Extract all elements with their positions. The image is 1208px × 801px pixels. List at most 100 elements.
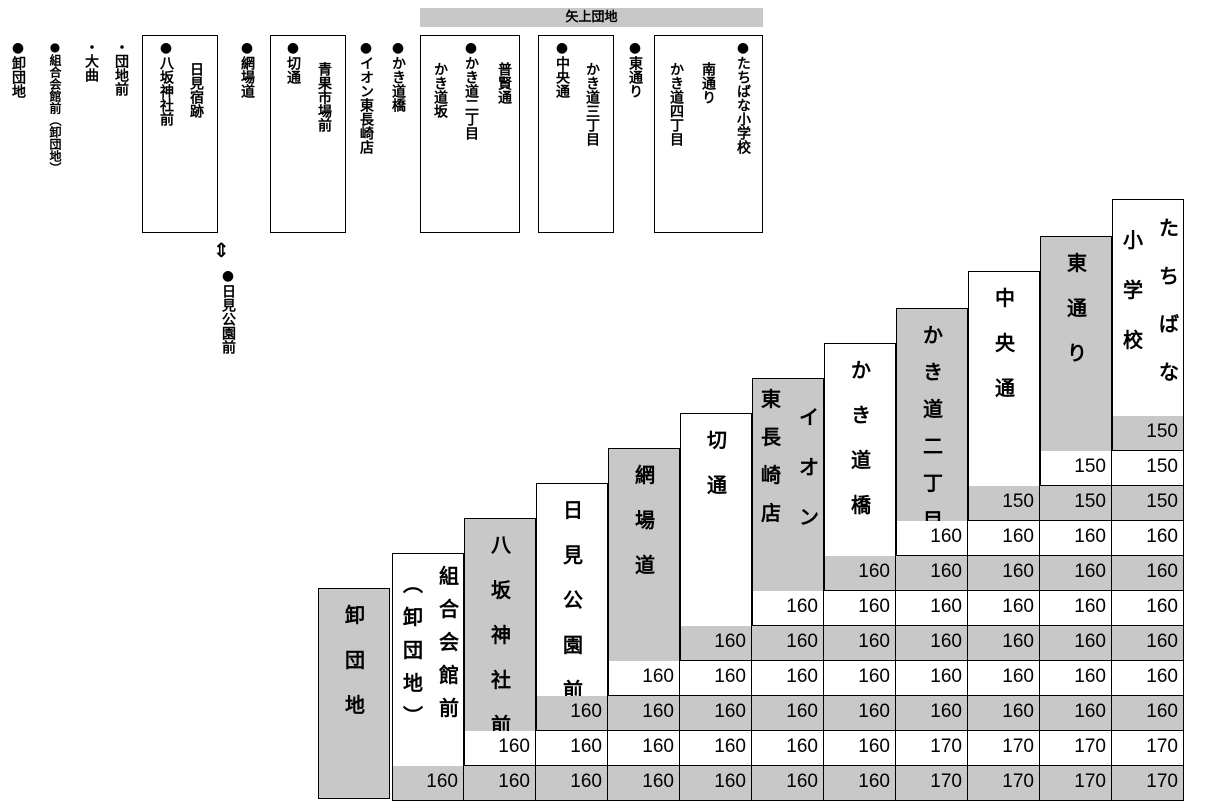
header-char: 見 xyxy=(563,543,583,567)
header-char: 長 xyxy=(761,425,781,449)
header-char: 切 xyxy=(707,428,727,452)
fare-cell: 160 xyxy=(824,696,896,731)
fare-cell: 160 xyxy=(824,556,896,591)
header-char: 組 xyxy=(439,564,459,588)
header-char: 東 xyxy=(1067,251,1087,275)
fare-cell: 160 xyxy=(1112,521,1184,556)
fare-cell: 160 xyxy=(752,696,824,731)
fare-cell: 160 xyxy=(752,731,824,766)
header-char: 小 xyxy=(1123,228,1143,252)
fare-cell: 160 xyxy=(1040,626,1112,661)
stop-label: ●網場道 xyxy=(239,40,255,98)
fare-cell: 160 xyxy=(680,766,752,801)
fare-header-9: 中央通 xyxy=(968,271,1040,488)
fare-cell: 170 xyxy=(1040,766,1112,801)
fare-cell: 170 xyxy=(896,731,968,766)
fare-header-10: 東通り xyxy=(1040,236,1112,453)
fare-cell: 150 xyxy=(1112,416,1184,451)
stop-label: 青果市場前 xyxy=(316,62,332,132)
fare-cell: 160 xyxy=(896,626,968,661)
header-char: ち xyxy=(1159,264,1179,288)
fare-cell: 160 xyxy=(896,521,968,556)
banner-yagami-danchi: 矢上団地 xyxy=(420,8,763,27)
header-char: 社 xyxy=(491,668,511,692)
header-char: ︵ xyxy=(403,572,423,596)
fare-cell: 170 xyxy=(896,766,968,801)
fare-cell: 160 xyxy=(536,696,608,731)
fare-header-11: たちばな 小学校 xyxy=(1112,199,1184,418)
stop-label: 普賢通 xyxy=(496,62,512,104)
stop-label: ●組合会館前（卸団地） xyxy=(48,40,62,174)
stop-group-box-b xyxy=(270,35,346,233)
stop-label: かき道三丁目 xyxy=(584,62,600,146)
header-char: た xyxy=(1159,216,1179,240)
fare-cell: 160 xyxy=(968,626,1040,661)
stop-group-box-e xyxy=(654,35,763,233)
header-char: り xyxy=(1067,341,1087,365)
header-char: 卸 xyxy=(345,603,365,627)
header-char: 会 xyxy=(439,630,459,654)
stop-label: かき道坂 xyxy=(432,62,448,118)
header-char: 日 xyxy=(563,498,583,522)
updown-arrow-icon: ⇕ xyxy=(213,238,230,262)
fare-cell: 160 xyxy=(608,731,680,766)
fare-cell: 170 xyxy=(1112,731,1184,766)
fare-cell: 160 xyxy=(680,696,752,731)
fare-cell: 160 xyxy=(680,731,752,766)
fare-header-4: 網場道 xyxy=(608,448,680,663)
fare-cell: 150 xyxy=(1112,451,1184,486)
stop-group-box-c xyxy=(420,35,520,233)
fare-cell: 160 xyxy=(752,661,824,696)
stop-label: かき道四丁目 xyxy=(668,62,684,146)
fare-cell: 150 xyxy=(1040,486,1112,521)
header-char: 園 xyxy=(563,633,583,657)
header-char: 八 xyxy=(491,533,511,557)
fare-cell: 150 xyxy=(1112,486,1184,521)
stop-label: ●卸団地 xyxy=(10,40,26,98)
fare-cell: 160 xyxy=(1040,591,1112,626)
header-char: 前 xyxy=(491,713,511,733)
header-char: 二 xyxy=(923,434,943,458)
header-char: 場 xyxy=(635,508,655,532)
fare-cell: 150 xyxy=(1040,451,1112,486)
fare-cell: 160 xyxy=(824,661,896,696)
fare-header-0: 卸団地 xyxy=(318,588,390,799)
header-char: ︶ xyxy=(403,704,423,728)
fare-cell: 160 xyxy=(536,731,608,766)
fare-cell: 160 xyxy=(968,556,1040,591)
fare-cell: 160 xyxy=(680,626,752,661)
header-char: 通 xyxy=(995,376,1015,400)
fare-cell: 160 xyxy=(464,766,536,801)
fare-cell: 160 xyxy=(824,626,896,661)
fare-cell: 160 xyxy=(752,766,824,801)
fare-cell: 160 xyxy=(1040,556,1112,591)
header-char: な xyxy=(1159,360,1179,384)
fare-cell: 160 xyxy=(1040,521,1112,556)
stop-label: ●切通 xyxy=(285,40,301,84)
stop-label: ・団地前 xyxy=(113,40,129,96)
header-char: 通 xyxy=(707,473,727,497)
header-char: 地 xyxy=(345,693,365,717)
fare-cell: 160 xyxy=(896,696,968,731)
fare-header-5: 切通 xyxy=(680,413,752,628)
header-char: 地 xyxy=(403,671,423,695)
fare-cell: 160 xyxy=(680,661,752,696)
header-char: か xyxy=(851,358,871,382)
header-char: 道 xyxy=(923,397,943,421)
fare-cell: 170 xyxy=(1040,731,1112,766)
header-char: 団 xyxy=(403,638,423,662)
header-char: 団 xyxy=(345,648,365,672)
fare-cell: 160 xyxy=(392,766,464,801)
header-char: 店 xyxy=(761,501,781,525)
fare-header-3: 日見公園前 xyxy=(536,483,608,698)
header-char: 目 xyxy=(923,508,943,523)
fare-cell: 160 xyxy=(824,766,896,801)
header-char: 公 xyxy=(563,588,583,612)
header-char: イ xyxy=(799,405,819,429)
stop-label: 日見宿跡 xyxy=(188,62,204,118)
fare-cell: 160 xyxy=(896,556,968,591)
header-char: 卸 xyxy=(403,605,423,629)
header-char: 東 xyxy=(761,387,781,411)
header-char: ば xyxy=(1159,312,1179,336)
header-char: 通 xyxy=(1067,296,1087,320)
